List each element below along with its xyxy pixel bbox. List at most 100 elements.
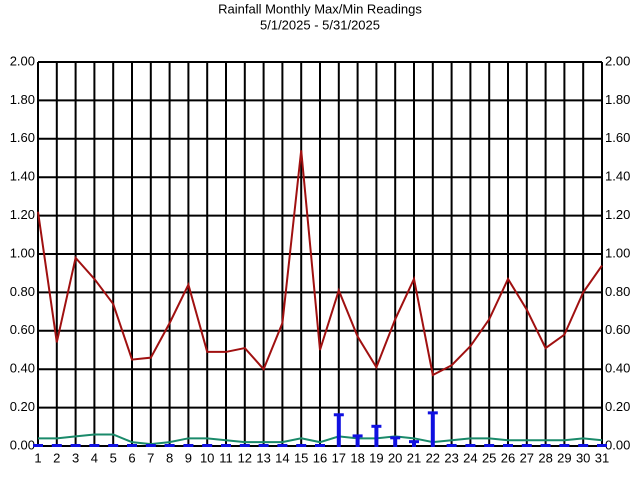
rain-bar <box>51 444 62 447</box>
y-tick-label: 1.40 <box>10 169 35 184</box>
x-tick-label: 18 <box>350 450 364 465</box>
rain-bar <box>33 444 43 447</box>
rain-bar <box>258 444 269 447</box>
x-tick-label: 20 <box>388 450 402 465</box>
bar-cap <box>315 444 325 447</box>
x-tick-label: 13 <box>256 450 270 465</box>
rain-bar <box>352 434 363 447</box>
y2-tick-label: 1.20 <box>605 207 630 222</box>
x-tick-label: 5 <box>110 450 117 465</box>
x-tick-label: 6 <box>128 450 135 465</box>
rain-bar <box>315 444 325 447</box>
bar-stem <box>412 441 416 447</box>
bar-cap <box>427 411 438 415</box>
bar-cap <box>540 444 551 447</box>
x-tick-label: 31 <box>595 450 609 465</box>
bar-cap <box>371 424 382 428</box>
rain-bar <box>578 444 589 447</box>
x-tick-label: 9 <box>185 450 192 465</box>
rain-bar <box>521 444 532 447</box>
bar-cap <box>352 434 363 438</box>
y2-tick-label: 1.00 <box>605 245 630 260</box>
y2-tick-label: 0.60 <box>605 322 630 337</box>
bar-stem <box>430 412 435 447</box>
bar-cap <box>484 444 495 447</box>
y2-tick-label: 0.00 <box>605 437 630 452</box>
rain-bar <box>221 444 231 447</box>
y2-tick-label: 1.60 <box>605 130 630 145</box>
x-tick-label: 2 <box>53 450 60 465</box>
y-tick-label: 0.80 <box>10 284 35 299</box>
y2-tick-label: 0.20 <box>605 399 630 414</box>
x-tick-label: 21 <box>407 450 421 465</box>
bar-cap <box>521 444 532 447</box>
y2-tick-label: 1.40 <box>605 169 630 184</box>
rain-bar <box>127 444 137 447</box>
chart-title: Rainfall Monthly Max/Min Readings <box>218 1 422 16</box>
bar-cap <box>202 444 213 447</box>
bar-cap <box>108 444 119 447</box>
bar-stem <box>374 425 379 447</box>
rain-bar <box>277 444 288 447</box>
bar-cap <box>503 444 513 447</box>
series-line <box>37 150 603 377</box>
x-tick-label: 3 <box>72 450 79 465</box>
y-tick-label: 1.80 <box>10 92 35 107</box>
bar-cap <box>89 444 100 447</box>
bar-cap <box>145 444 156 447</box>
x-tick-label: 23 <box>444 450 458 465</box>
bar-cap <box>296 444 307 447</box>
x-tick-label: 24 <box>463 450 477 465</box>
rain-bar <box>333 413 344 447</box>
rain-bar <box>465 444 476 447</box>
x-tick-label: 14 <box>275 450 289 465</box>
bar-cap <box>333 413 344 417</box>
bar-cap <box>51 444 62 447</box>
x-tick-label: 8 <box>166 450 173 465</box>
x-tick-label: 11 <box>219 450 233 465</box>
rain-bar <box>503 444 513 447</box>
bar-cap <box>390 436 401 440</box>
x-tick-label: 16 <box>313 450 327 465</box>
y-tick-label: 0.60 <box>10 322 35 337</box>
bar-cap <box>446 444 457 447</box>
bar-stem <box>355 435 360 447</box>
bar-cap <box>127 444 137 447</box>
bar-stem <box>336 414 341 447</box>
rain-bar <box>202 444 213 447</box>
bar-cap <box>164 444 175 447</box>
x-tick-label: 4 <box>91 450 98 465</box>
rain-bar <box>108 444 119 447</box>
chart-subtitle: 5/1/2025 - 5/31/2025 <box>260 17 380 32</box>
y2-tick-label: 0.80 <box>605 284 630 299</box>
bar-cap <box>597 444 607 447</box>
bar-stem <box>393 437 398 447</box>
bar-cap <box>578 444 589 447</box>
bar-cap <box>465 444 476 447</box>
rain-bar <box>183 444 194 447</box>
x-tick-label: 1 <box>34 450 41 465</box>
x-tick-label: 30 <box>576 450 590 465</box>
y-tick-label: 1.60 <box>10 130 35 145</box>
y2-tick-label: 2.00 <box>605 53 630 68</box>
rain-bar <box>296 444 307 447</box>
bar-cap <box>559 444 570 447</box>
rain-bar <box>409 440 419 447</box>
x-tick-label: 27 <box>520 450 534 465</box>
bar-cap <box>409 440 419 444</box>
series-line <box>38 433 603 446</box>
rain-bar <box>540 444 551 447</box>
bar-cap <box>258 444 269 447</box>
rain-bar <box>371 424 382 447</box>
x-tick-label: 22 <box>426 450 440 465</box>
rain-bar <box>390 436 401 447</box>
y-tick-label: 0.00 <box>10 437 35 452</box>
rain-bar <box>484 444 495 447</box>
y-tick-label: 0.40 <box>10 361 35 376</box>
bar-cap <box>277 444 288 447</box>
rain-bar <box>446 444 457 447</box>
y-tick-label: 1.20 <box>10 207 35 222</box>
x-tick-label: 10 <box>200 450 214 465</box>
x-tick-label: 26 <box>501 450 515 465</box>
